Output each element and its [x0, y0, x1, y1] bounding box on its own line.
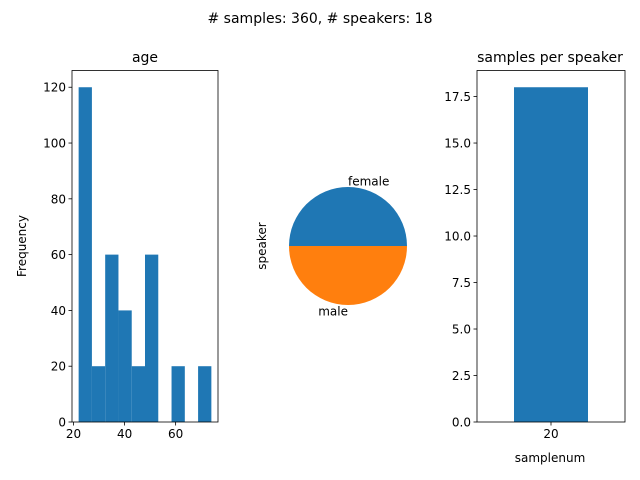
age-plot-frame — [71, 70, 219, 423]
samples-chart-title: samples per speaker — [477, 50, 623, 66]
samples-y-tick-label: 15.0 — [444, 137, 471, 151]
age-y-tick-label: 0 — [58, 416, 66, 430]
age-y-tick-label: 80 — [51, 192, 66, 206]
age-y-tick-label: 20 — [51, 360, 66, 374]
pie-label-male: male — [318, 304, 348, 318]
age-histogram-bar — [105, 254, 119, 422]
age-histogram-bar — [78, 87, 92, 422]
age-histogram-bar — [91, 366, 106, 422]
samples-plot-frame — [476, 70, 626, 423]
samples-y-tick-label: 0.0 — [452, 416, 471, 430]
age-y-tick-label: 120 — [43, 81, 66, 95]
age-histogram-bar — [198, 366, 212, 422]
age-y-tick-label: 60 — [51, 248, 66, 262]
pie-slice-male — [289, 246, 407, 305]
samples-x-tick-label: 20 — [543, 427, 558, 441]
age-histogram-bar — [145, 254, 159, 422]
age-histogram-bar — [131, 366, 145, 422]
age-x-tick-label: 60 — [168, 427, 183, 441]
figure-suptitle: # samples: 360, # speakers: 18 — [208, 11, 433, 27]
speaker-pie-chart: speaker female male — [255, 175, 407, 318]
age-chart-title: age — [132, 50, 158, 66]
samples-y-tick-label: 10.0 — [444, 230, 471, 244]
age-x-tick-label: 40 — [117, 427, 132, 441]
age-y-tick-label: 100 — [43, 137, 66, 151]
samples-x-axis-label: samplenum — [515, 451, 586, 465]
pie-label-female: female — [348, 175, 389, 189]
age-y-axis-label: Frequency — [15, 215, 29, 277]
samples-y-tick-label: 17.5 — [444, 90, 471, 104]
speaker-axis-label: speaker — [255, 222, 269, 270]
samples-y-tick-label: 7.5 — [452, 276, 471, 290]
samples-per-speaker-chart: samples per speaker samplenum 20 0.0 2.5 5.… — [444, 50, 626, 465]
samples-bar — [514, 87, 588, 422]
samples-y-tick-label: 2.5 — [452, 369, 471, 383]
age-x-tick-label: 20 — [66, 427, 81, 441]
age-histogram-bar — [118, 310, 132, 422]
samples-y-tick-label: 12.5 — [444, 183, 471, 197]
pie-slice-female — [289, 187, 407, 246]
samples-y-tick-label: 5.0 — [452, 323, 471, 337]
age-y-tick-label: 40 — [51, 304, 66, 318]
age-histogram-bar — [171, 366, 185, 422]
